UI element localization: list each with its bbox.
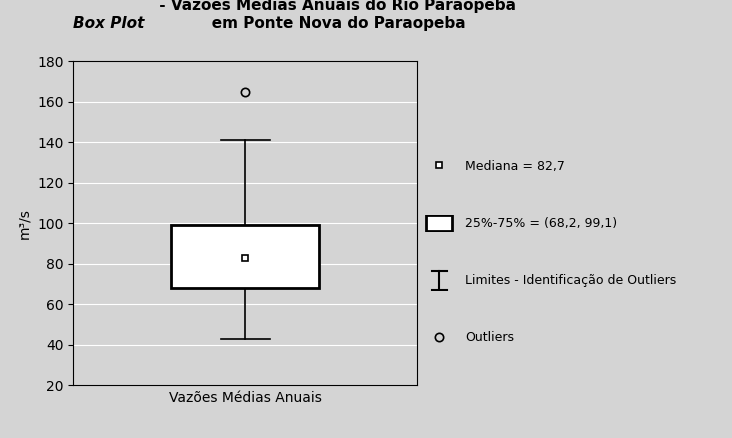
Text: Mediana = 82,7: Mediana = 82,7 <box>465 160 564 173</box>
Text: Limites - Identificação de Outliers: Limites - Identificação de Outliers <box>465 274 676 287</box>
Bar <box>171 225 319 288</box>
Text: Box Plot: Box Plot <box>73 16 145 31</box>
Text: 25%-75% = (68,2, 99,1): 25%-75% = (68,2, 99,1) <box>465 217 617 230</box>
Text: Outliers: Outliers <box>465 331 514 344</box>
Text: - Vazões Médias Anuais do Rio Paraopeba
           em Ponte Nova do Paraopeba: - Vazões Médias Anuais do Rio Paraopeba … <box>154 0 516 31</box>
Y-axis label: m³/s: m³/s <box>18 208 31 239</box>
X-axis label: Vazões Médias Anuais: Vazões Médias Anuais <box>169 391 321 405</box>
